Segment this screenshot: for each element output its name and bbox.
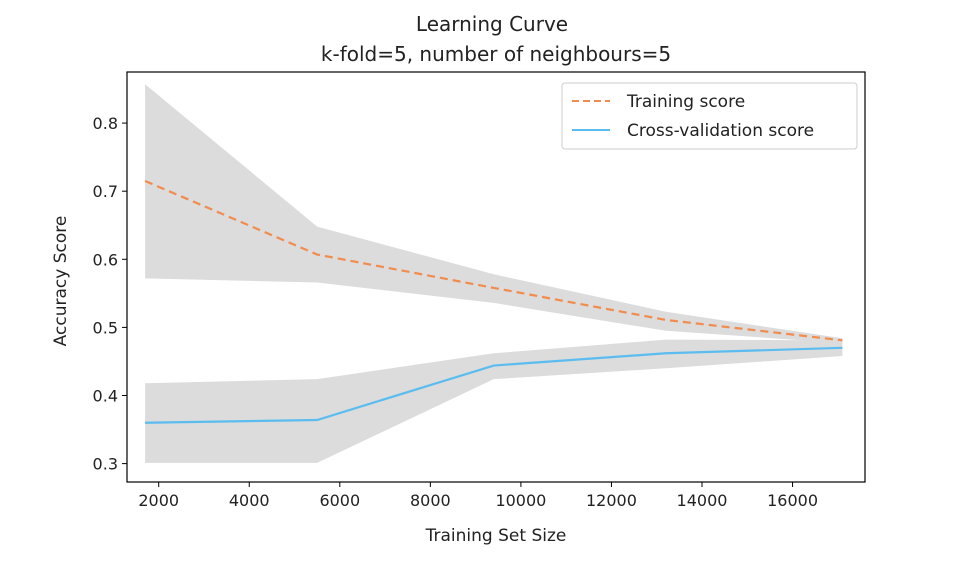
x-axis-label: Training Set Size: [425, 526, 567, 546]
x-tick-label: 10000: [495, 491, 546, 510]
legend-training-label: Training score: [626, 92, 745, 112]
x-tick-label: 12000: [586, 491, 637, 510]
y-tick-label: 0.5: [93, 318, 118, 337]
y-tick-label: 0.6: [93, 250, 118, 269]
x-axis-ticks: 2000 4000 6000 8000 10000 12000 14000 16000: [138, 482, 818, 510]
training-score-line: [144, 179, 843, 342]
confidence-bands: [145, 84, 843, 463]
series-lines: [144, 179, 843, 424]
confidence-band-training: [145, 84, 843, 344]
x-tick-label: 6000: [319, 491, 360, 510]
y-tick-label: 0.7: [93, 182, 118, 201]
confidence-band-cross-validation: [145, 339, 843, 463]
chart-subtitle: k-fold=5, number of neighbours=5: [321, 42, 671, 66]
legend: Training score Cross-validation score: [561, 82, 858, 150]
x-tick-label: 16000: [767, 491, 818, 510]
y-tick-label: 0.8: [93, 114, 118, 133]
y-tick-label: 0.3: [93, 455, 118, 474]
y-axis-label: Accuracy Score: [51, 216, 71, 347]
chart-title: Learning Curve: [416, 12, 568, 36]
x-tick-label: 4000: [229, 491, 270, 510]
x-tick-label: 2000: [138, 491, 179, 510]
x-tick-label: 14000: [677, 491, 728, 510]
plot-frame: [126, 71, 866, 483]
cross-validation-score-line: [145, 346, 843, 424]
legend-box: [561, 82, 858, 150]
x-tick-label: 8000: [410, 491, 451, 510]
y-tick-label: 0.4: [93, 387, 118, 406]
y-axis-ticks: 0.3 0.4 0.5 0.6 0.7 0.8: [93, 114, 127, 474]
legend-cv-label: Cross-validation score: [627, 121, 814, 141]
